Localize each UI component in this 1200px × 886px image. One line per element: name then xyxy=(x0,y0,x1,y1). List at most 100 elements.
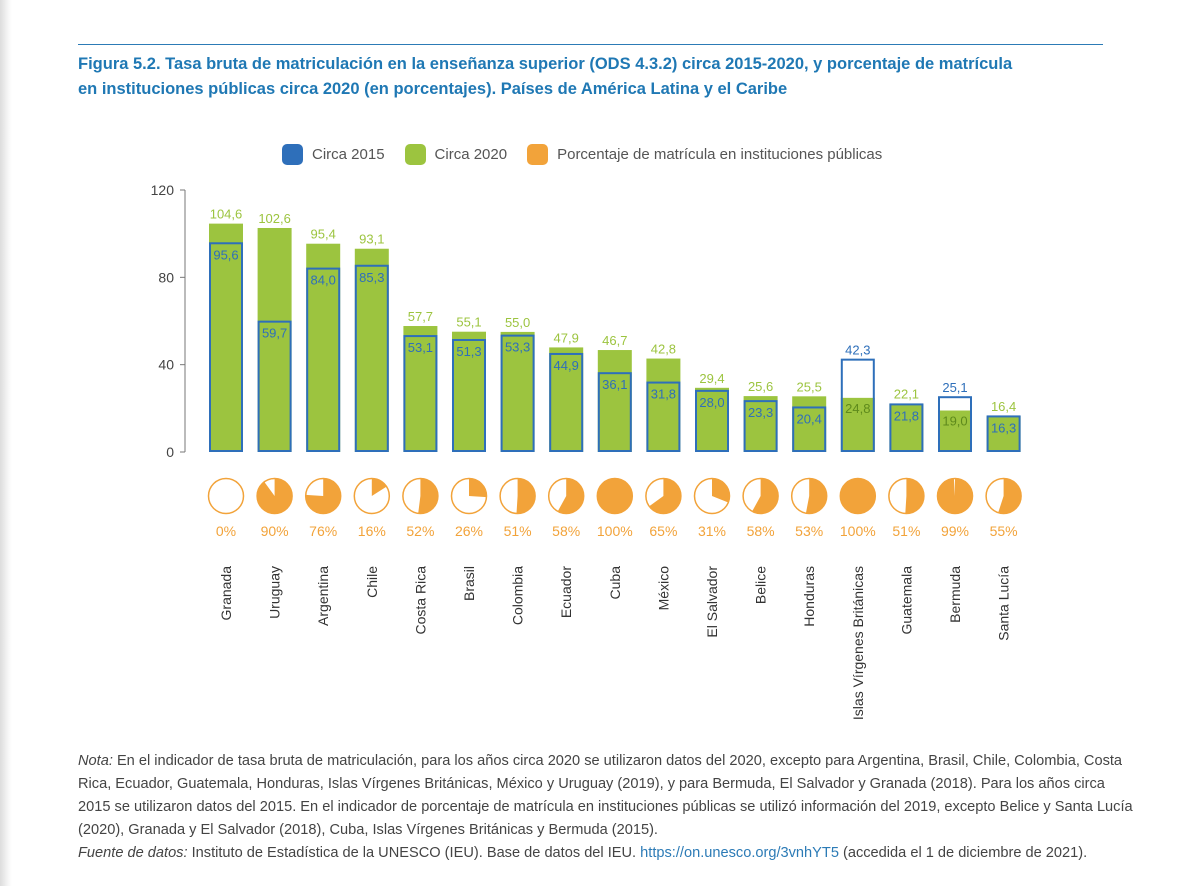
value-label-2020: 42,8 xyxy=(651,342,676,357)
bar-2020 xyxy=(840,397,875,452)
bar-2015-outline xyxy=(452,338,486,452)
pie-percent-label: 58% xyxy=(747,523,775,539)
pie-slice xyxy=(557,478,584,514)
pie-slice xyxy=(752,478,779,514)
figure-title-line-1: Figura 5.2. Tasa bruta de matriculación … xyxy=(78,55,1013,73)
bar-2015-outline xyxy=(695,389,729,453)
value-label-2015: 44,9 xyxy=(554,358,579,373)
figure-notes: Nota: En el indicador de tasa bruta de m… xyxy=(78,750,1138,865)
value-label-2020: 29,4 xyxy=(699,371,724,386)
bar-2020 xyxy=(500,331,535,452)
value-label-2020: 55,0 xyxy=(505,315,530,330)
pie-background xyxy=(207,477,245,515)
category-label: Brasil xyxy=(461,566,477,601)
chart-legend: Circa 2015 Circa 2020 Porcentaje de matr… xyxy=(282,142,902,166)
pie-percent-label: 16% xyxy=(358,523,386,539)
pie-percent-label: 58% xyxy=(552,523,580,539)
bar-2015-outline xyxy=(792,406,827,452)
legend-swatch-2015 xyxy=(282,143,303,165)
bar-2020 xyxy=(549,347,584,452)
bar-2015-outline xyxy=(889,403,924,452)
pie-slice xyxy=(305,478,341,514)
bar-2020 xyxy=(354,248,389,452)
legend-label-public: Porcentaje de matrícula en instituciones… xyxy=(557,145,883,163)
category-label: Honduras xyxy=(801,566,817,627)
category-label: El Salvador xyxy=(704,566,720,638)
value-label-2020: 47,9 xyxy=(554,330,579,345)
pie-percent-label: 0% xyxy=(216,523,236,539)
value-label-2015: 53,1 xyxy=(408,340,433,355)
pie-slice xyxy=(469,478,487,498)
pie-slice xyxy=(937,478,973,514)
bar-2020 xyxy=(306,243,341,452)
bar-2020 xyxy=(743,396,778,452)
category-label: Granada xyxy=(218,566,234,621)
legend-item-2020: Circa 2020 xyxy=(404,143,508,165)
bar-2015-outline xyxy=(986,415,1021,452)
pie-slice xyxy=(805,478,827,514)
value-label-2020: 16,4 xyxy=(991,399,1016,414)
pie-slice xyxy=(371,478,387,496)
bar-2015-outline xyxy=(306,267,341,452)
enrollment-bar-chart: 0 40 80 120 104,6 95,6 0% Granada 102,6 59,7 90% Ur… xyxy=(151,182,1022,720)
y-tick-label: 40 xyxy=(158,357,174,373)
pie-slice xyxy=(649,478,681,514)
figure-title: Figura 5.2. Tasa bruta de matriculación … xyxy=(78,52,1138,102)
source-label: Fuente de datos: xyxy=(78,845,188,861)
value-label-2015: 51,3 xyxy=(456,344,481,359)
bar-2020 xyxy=(257,227,292,452)
pie-percent-label: 53% xyxy=(795,523,823,539)
value-label-2015: 23,3 xyxy=(748,405,773,420)
bar-2015-outline xyxy=(354,264,389,452)
value-label-2015: 25,1 xyxy=(942,380,967,395)
value-label-2020: 95,4 xyxy=(311,227,336,242)
legend-label-2020: Circa 2020 xyxy=(434,145,508,163)
note-text: En el indicador de tasa bruta de matricu… xyxy=(78,753,1133,838)
bar-2020 xyxy=(938,410,972,452)
pie-percent-label: 100% xyxy=(597,523,633,539)
value-label-2015: 59,7 xyxy=(262,326,287,341)
source-paragraph: Fuente de datos: Instituto de Estadístic… xyxy=(78,842,1138,865)
pie-percent-label: 26% xyxy=(455,523,483,539)
y-tick-label: 80 xyxy=(158,269,174,285)
source-text: Instituto de Estadística de la UNESCO (I… xyxy=(187,845,641,861)
value-label-2020: 19,0 xyxy=(942,414,967,429)
page-edge-shadow xyxy=(0,0,12,886)
category-label: Guatemala xyxy=(898,566,914,635)
pie-percent-label: 52% xyxy=(406,523,434,539)
pie-percent-label: 90% xyxy=(261,523,289,539)
bar-2020 xyxy=(597,350,632,452)
category-label: Chile xyxy=(364,566,380,598)
bar-2015-outline xyxy=(840,358,875,452)
pie-slice xyxy=(257,478,293,514)
pie-slice xyxy=(597,478,633,514)
value-label-2015: 36,1 xyxy=(602,377,627,392)
bar-2020 xyxy=(889,403,924,452)
note-paragraph: Nota: En el indicador de tasa bruta de m… xyxy=(78,750,1138,842)
category-label: Belice xyxy=(753,566,769,604)
pie-percent-label: 76% xyxy=(309,523,337,539)
value-label-2015: 28,0 xyxy=(699,395,724,410)
category-label: México xyxy=(655,566,671,611)
category-label: Colombia xyxy=(510,566,526,625)
pie-slice xyxy=(516,478,536,514)
legend-swatch-public xyxy=(527,143,549,165)
value-label-2015: 31,8 xyxy=(651,387,676,402)
value-label-2020: 46,7 xyxy=(602,333,627,348)
bar-2015-outline xyxy=(646,381,681,453)
pie-percent-label: 55% xyxy=(990,523,1018,539)
value-label-2020: 57,7 xyxy=(408,309,433,324)
bar-2015-outline xyxy=(500,334,535,452)
value-label-2015: 53,3 xyxy=(505,340,530,355)
title-rule xyxy=(78,44,1103,45)
bar-2015-outline xyxy=(597,372,632,453)
value-label-2020: 93,1 xyxy=(359,232,384,247)
legend-swatch-2020 xyxy=(404,143,426,165)
source-link[interactable]: https://on.unesco.org/3vnhYT5 xyxy=(640,845,839,861)
category-label: Argentina xyxy=(315,566,331,626)
value-label-2020: 102,6 xyxy=(258,211,291,226)
legend-item-public: Porcentaje de matrícula en instituciones… xyxy=(527,143,883,165)
bar-2020 xyxy=(209,223,243,452)
pie-slice xyxy=(998,478,1022,514)
bar-2015-outline xyxy=(257,320,292,452)
